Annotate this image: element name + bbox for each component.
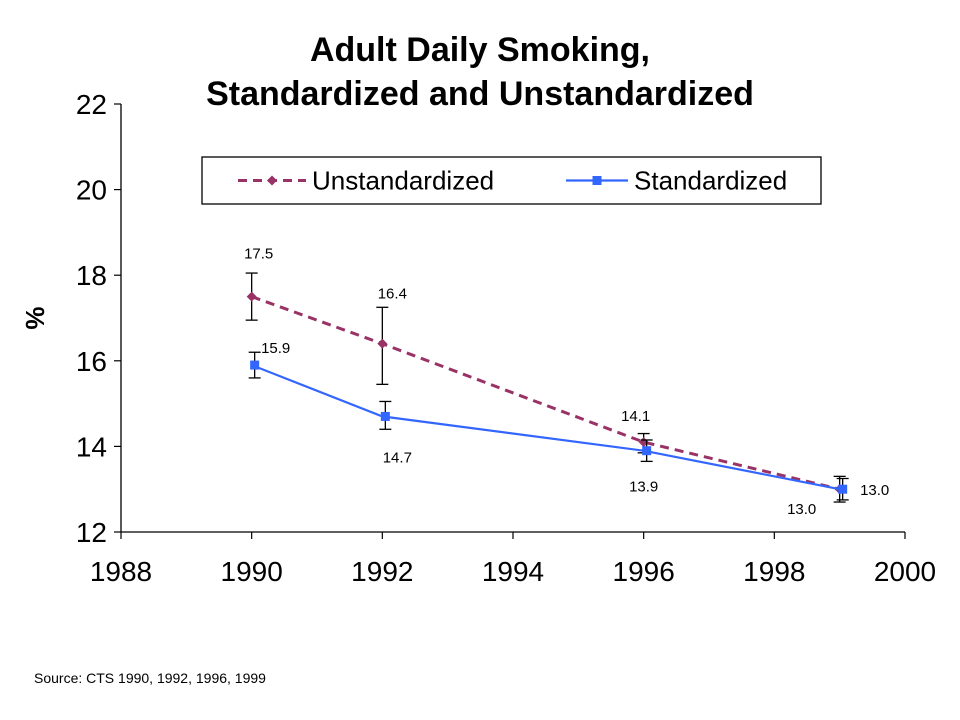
y-tick-label: 14 [76,431,107,462]
y-tick-label: 18 [76,260,107,291]
chart-title-line-1: Adult Daily Smoking, [309,31,651,69]
y-tick-label: 12 [76,517,107,548]
y-tick-label: 22 [76,89,107,120]
data-point-standardized [838,484,848,494]
y-axis-label: % [20,306,50,329]
data-label: 14.7 [383,449,412,466]
data-label: 13.0 [787,501,816,518]
legend-marker [267,175,277,186]
legend-label-unstandardized: Unstandardized [312,166,494,196]
data-label: 13.0 [860,482,889,499]
x-tick-label: 1998 [743,556,805,587]
y-tick-label: 16 [76,346,107,377]
data-point-standardized [380,411,390,421]
y-tick-label: 20 [76,175,107,206]
x-tick-label: 1988 [90,556,152,587]
data-label: 15.9 [261,340,290,357]
data-label: 17.5 [244,246,273,263]
legend-label-standardized: Standardized [634,166,787,196]
data-label: 14.1 [621,408,650,425]
chart-title-line-2: Standardized and Unstandardized [206,75,754,113]
line-chart: 12 14 16 18 20 22 1988 1990 1992 1994 1996 1998 2000… [20,89,936,587]
series-line-unstandardized [251,295,841,491]
series-line-standardized [251,364,840,491]
x-tick-label: 1996 [613,556,675,587]
data-point-standardized [642,446,652,456]
data-label: 13.9 [629,479,658,496]
data-label: 16.4 [378,286,407,303]
x-tick-label: 1992 [351,556,413,587]
x-tick-label: 1994 [482,556,544,587]
legend-marker [592,176,602,185]
data-point-unstandardized [377,338,388,349]
source-note: Source: CTS 1990, 1992, 1996, 1999 [34,670,266,686]
data-point-unstandardized [246,291,257,302]
x-tick-label: 2000 [874,556,936,587]
data-point-standardized [250,360,260,370]
x-tick-label: 1990 [221,556,283,587]
